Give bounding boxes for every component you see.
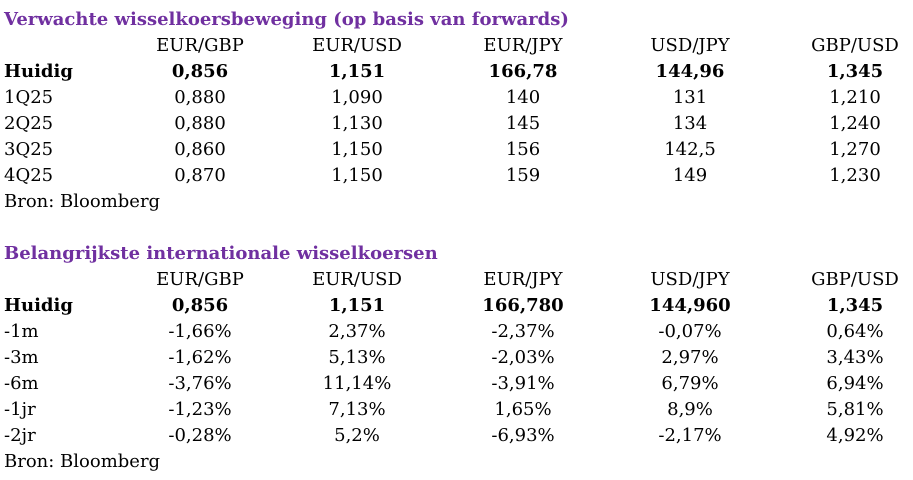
cell: 6,94% [826,373,884,394]
cell: 131 [672,87,708,108]
cell: 5,81% [826,399,884,420]
cell: 0,880 [174,113,226,134]
cell: 5,13% [328,347,386,368]
cell: 0,64% [826,321,884,342]
cell: 144,96 [655,61,725,82]
row-label: Huidig [4,295,73,316]
source-note: Bron: Bloomberg [4,451,161,472]
column-header: EUR/USD [312,269,402,290]
cell: 0,856 [171,61,229,82]
column-header: USD/JPY [650,35,730,56]
cell: 6,79% [661,373,719,394]
row-label: 1Q25 [4,87,54,108]
cell: 0,870 [174,165,226,186]
cell: -1,23% [168,399,232,420]
cell: 2,37% [328,321,386,342]
row-label: -2jr [4,425,36,446]
cell: -3,76% [168,373,232,394]
source-note: Bron: Bloomberg [4,191,161,212]
row-label: Huidig [4,61,73,82]
column-header: GBP/USD [811,35,899,56]
cell: 2,97% [661,347,719,368]
row-label: -1jr [4,399,36,420]
cell: -2,03% [491,347,555,368]
row-label: -3m [4,347,39,368]
cell: -0,28% [168,425,232,446]
column-header: USD/JPY [650,269,730,290]
column-header: EUR/GBP [156,35,244,56]
cell: -2,17% [658,425,722,446]
row-label: 2Q25 [4,113,54,134]
column-header: EUR/JPY [483,269,563,290]
row-label: -1m [4,321,39,342]
cell: 1,150 [331,165,383,186]
cell: 1,65% [494,399,552,420]
cell: 166,78 [488,61,558,82]
row-label: 4Q25 [4,165,54,186]
cell: 8,9% [667,399,713,420]
cell: 140 [505,87,541,108]
cell: 1,130 [331,113,383,134]
cell: -2,37% [491,321,555,342]
cell: 1,345 [826,61,884,82]
cell: 5,2% [334,425,380,446]
table-title: Belangrijkste internationale wisselkoers… [4,243,438,264]
cell: 4,92% [826,425,884,446]
cell: 1,345 [826,295,884,316]
column-header: EUR/JPY [483,35,563,56]
cell: 1,151 [328,295,386,316]
cell: 1,090 [331,87,383,108]
cell: -3,91% [491,373,555,394]
cell: 1,240 [829,113,881,134]
column-header: GBP/USD [811,269,899,290]
cell: 144,960 [649,295,731,316]
cell: 1,270 [829,139,881,160]
cell: 1,210 [829,87,881,108]
cell: 145 [505,113,541,134]
cell: 149 [672,165,708,186]
cell: -1,66% [168,321,232,342]
column-header: EUR/USD [312,35,402,56]
cell: 1,150 [331,139,383,160]
cell: 1,151 [328,61,386,82]
cell: -1,62% [168,347,232,368]
cell: 0,880 [174,87,226,108]
cell: 3,43% [826,347,884,368]
cell: 7,13% [328,399,386,420]
cell: 166,780 [482,295,564,316]
cell: 159 [505,165,541,186]
cell: -6,93% [491,425,555,446]
cell: 156 [505,139,541,160]
cell: -0,07% [658,321,722,342]
cell: 0,856 [171,295,229,316]
cell: 1,230 [829,165,881,186]
cell: 142,5 [664,139,716,160]
row-label: 3Q25 [4,139,54,160]
row-label: -6m [4,373,39,394]
cell: 11,14% [322,373,392,394]
cell: 134 [672,113,708,134]
cell: 0,860 [174,139,226,160]
column-header: EUR/GBP [156,269,244,290]
table-title: Verwachte wisselkoersbeweging (op basis … [4,9,569,30]
